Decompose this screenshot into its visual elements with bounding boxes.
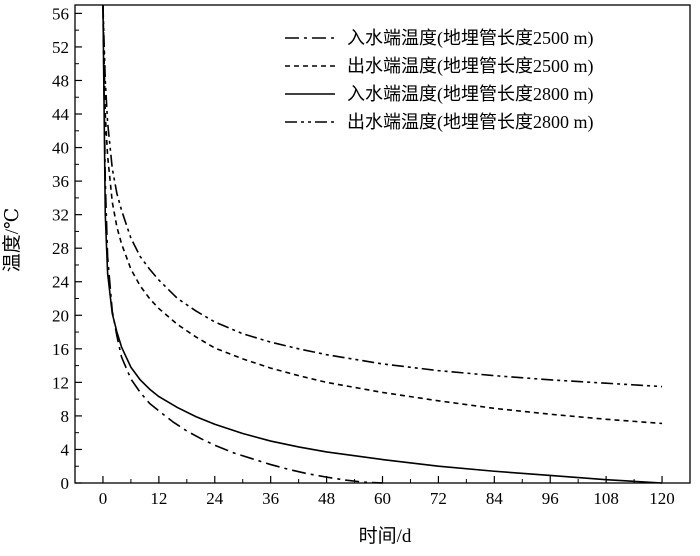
x-tick-label: 120 (649, 489, 675, 508)
legend-label-2: 出水端温度(地埋管长度2500 m) (347, 56, 594, 77)
y-tick-label: 24 (52, 273, 70, 292)
y-tick-label: 56 (52, 4, 69, 23)
axis-tick-labels: 0 12 24 36 48 60 72 84 96 108 12004812162024283236… (52, 4, 675, 508)
x-tick-label: 0 (99, 489, 108, 508)
y-tick-label: 32 (52, 206, 69, 225)
plot-frame (74, 4, 691, 484)
series-line-2 (102, 4, 663, 425)
y-tick-label: 4 (61, 440, 70, 459)
y-tick-label: 40 (52, 139, 69, 158)
x-tick-label: 96 (542, 489, 559, 508)
x-axis-title: 时间/d (359, 525, 412, 547)
y-tick-label: 44 (52, 105, 70, 124)
series-line-1 (102, 4, 383, 484)
axis-ticks (75, 12, 663, 484)
series-lines (102, 4, 663, 484)
y-tick-label: 28 (52, 239, 69, 258)
y-tick-label: 0 (61, 474, 70, 493)
series-line-3 (102, 4, 663, 484)
y-tick-label: 48 (52, 71, 69, 90)
y-tick-label: 36 (52, 172, 69, 191)
x-tick-label: 24 (206, 489, 224, 508)
y-tick-label: 8 (61, 407, 70, 426)
y-axis-title: 温度/℃ (1, 208, 23, 273)
legend-label-3: 入水端温度(地埋管长度2800 m) (347, 84, 594, 105)
plot-area-border (74, 4, 691, 484)
x-tick-label: 72 (430, 489, 447, 508)
x-tick-label: 36 (262, 489, 279, 508)
legend: 入水端温度(地埋管长度2500 m) 出水端温度(地埋管长度2500 m) 入水端温… (285, 28, 594, 133)
x-tick-label: 84 (486, 489, 504, 508)
x-tick-label: 108 (593, 489, 619, 508)
series-line-4 (102, 4, 663, 388)
x-tick-label: 60 (374, 489, 391, 508)
y-tick-label: 52 (52, 38, 69, 57)
y-tick-label: 16 (52, 340, 69, 359)
x-tick-label: 12 (150, 489, 167, 508)
y-tick-label: 12 (52, 373, 69, 392)
legend-label-1: 入水端温度(地埋管长度2500 m) (347, 28, 594, 49)
x-tick-label: 48 (318, 489, 335, 508)
legend-label-4: 出水端温度(地埋管长度2800 m) (347, 112, 594, 133)
y-tick-label: 20 (52, 306, 69, 325)
